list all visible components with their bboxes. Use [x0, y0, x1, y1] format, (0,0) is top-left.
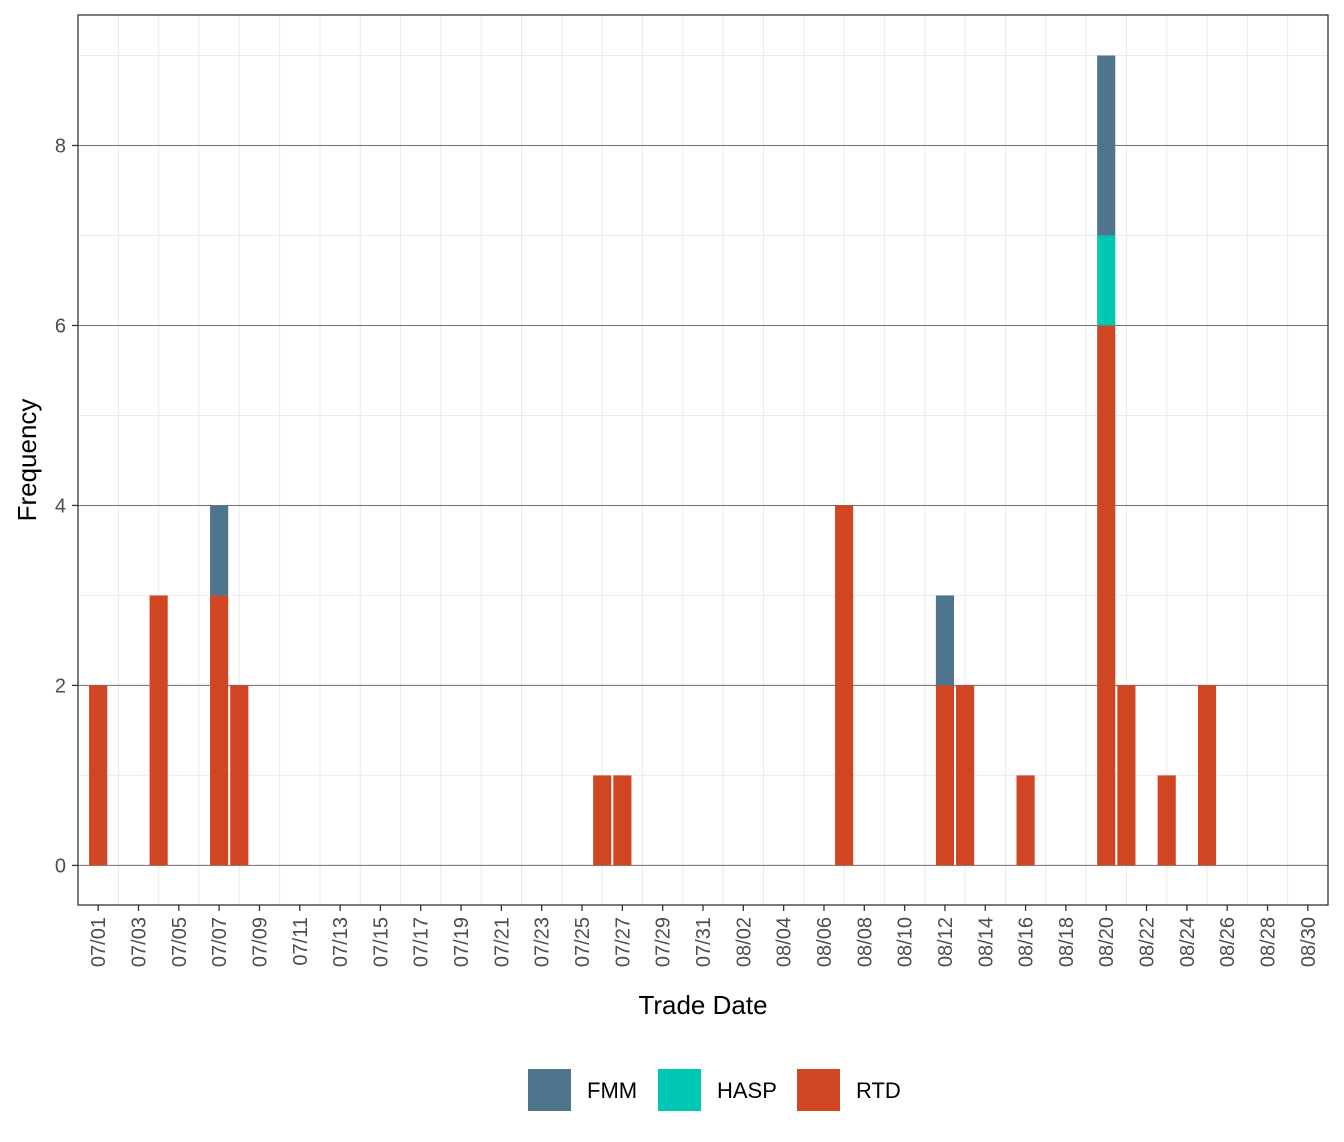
x-tick-label: 07/11 [290, 917, 312, 966]
y-axis: 0 2 4 6 8 [55, 135, 78, 877]
y-axis-title: Frequency [12, 399, 42, 522]
x-tick-label: 07/27 [612, 917, 634, 967]
bar-fmm-07-07 [210, 505, 229, 596]
x-axis-title: Trade Date [638, 990, 767, 1020]
bar-rtd-07-08 [230, 685, 249, 866]
x-tick-label: 07/03 [128, 917, 150, 967]
x-tick-label: 08/02 [733, 917, 755, 967]
bar-rtd-07-26 [593, 775, 612, 866]
y-tick-label: 2 [55, 675, 66, 697]
bars [89, 55, 1217, 866]
bar-rtd-08-23 [1157, 775, 1176, 866]
bar-rtd-08-20 [1097, 325, 1116, 866]
bar-hasp-08-20 [1097, 235, 1116, 326]
y-tick-label: 4 [55, 495, 66, 517]
x-tick-label: 08/22 [1137, 917, 1159, 967]
bar-rtd-08-16 [1016, 775, 1035, 866]
plot-border [77, 14, 1329, 906]
x-tick-label: 07/09 [249, 917, 271, 967]
x-tick-label: 07/23 [532, 917, 554, 967]
x-tick-label: 07/17 [411, 917, 433, 967]
x-tick-label: 08/14 [975, 917, 997, 967]
bar-rtd-07-04 [149, 595, 168, 866]
bar-rtd-07-27 [613, 775, 632, 866]
x-tick-label: 08/04 [774, 917, 796, 967]
x-tick-label: 07/13 [330, 917, 352, 967]
grid [78, 15, 1329, 905]
x-tick-label: 08/30 [1298, 917, 1320, 967]
x-tick-label: 08/26 [1217, 917, 1239, 967]
bar-rtd-07-07 [210, 595, 229, 866]
bar-rtd-08-21 [1117, 685, 1136, 866]
legend-label-fmm: FMM [587, 1078, 637, 1103]
x-tick-label: 08/16 [1016, 917, 1038, 967]
legend-swatch-fmm [528, 1069, 571, 1111]
x-tick-label: 08/08 [854, 917, 876, 967]
x-tick-label: 07/15 [370, 917, 392, 967]
bar-rtd-07-01 [89, 685, 108, 866]
bar-rtd-08-13 [956, 685, 975, 866]
legend: FMM HASP RTD [528, 1069, 901, 1111]
legend-label-rtd: RTD [856, 1078, 901, 1103]
x-tick-label: 08/20 [1096, 917, 1118, 967]
y-tick-label: 6 [55, 315, 66, 337]
x-tick-label: 08/28 [1258, 917, 1280, 967]
x-tick-label: 07/19 [451, 917, 473, 967]
x-axis: 07/01 07/03 07/05 07/07 07/09 07/11 07/13 07/15… [88, 905, 1320, 967]
x-tick-label: 08/24 [1177, 917, 1199, 967]
x-tick-label: 08/12 [935, 917, 957, 967]
bar-rtd-08-25 [1197, 685, 1217, 866]
x-tick-label: 07/21 [491, 917, 513, 967]
x-tick-label: 07/25 [572, 917, 594, 967]
x-tick-label: 08/06 [814, 917, 836, 967]
x-tick-label: 07/05 [169, 917, 191, 967]
x-tick-label: 08/18 [1056, 917, 1078, 967]
bar-fmm-08-12 [935, 595, 955, 686]
bar-rtd-08-12 [935, 685, 955, 866]
legend-swatch-rtd [797, 1069, 840, 1111]
y-tick-label: 0 [55, 855, 66, 877]
legend-swatch-hasp [658, 1069, 701, 1111]
legend-label-hasp: HASP [717, 1078, 777, 1103]
x-tick-label: 07/07 [209, 917, 231, 967]
y-tick-label: 8 [55, 135, 66, 157]
x-tick-label: 07/31 [693, 917, 715, 967]
x-tick-label: 07/01 [88, 917, 110, 967]
bar-rtd-08-07 [835, 505, 854, 866]
x-tick-label: 07/29 [653, 917, 675, 967]
bar-fmm-08-20 [1097, 55, 1116, 236]
x-tick-label: 08/10 [895, 917, 917, 967]
